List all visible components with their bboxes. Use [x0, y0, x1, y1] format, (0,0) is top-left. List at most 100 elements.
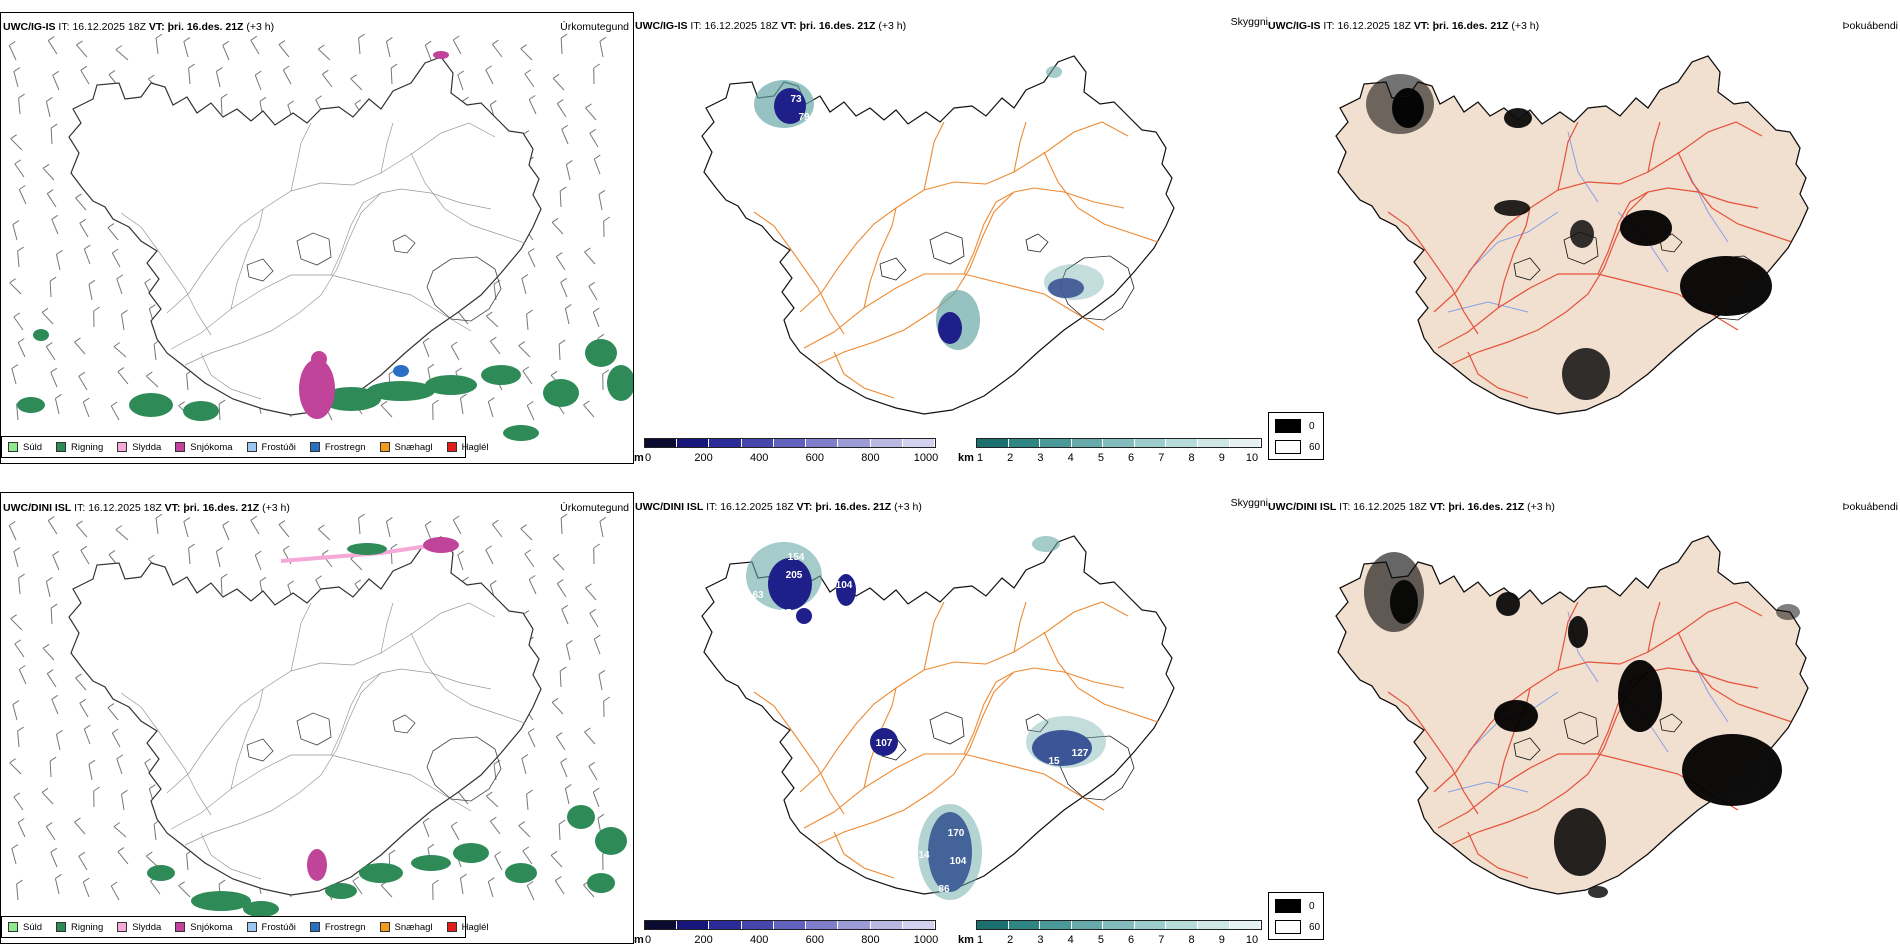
wind-barb-flag: [560, 33, 568, 39]
wind-barb-flag: [14, 639, 22, 645]
wind-barb: [111, 252, 121, 268]
wind-barb-flag: [178, 401, 185, 407]
field-blob: [774, 88, 806, 124]
wind-barb-flag: [560, 513, 568, 519]
colorbar-bin: [645, 439, 678, 447]
wind-barb: [10, 138, 23, 151]
colorbar-bin: [902, 921, 935, 929]
legend-swatch: [246, 442, 257, 452]
wind-barb: [188, 548, 191, 565]
wind-barb-flag: [318, 524, 325, 530]
wind-barb: [489, 340, 501, 355]
wind-barb: [145, 855, 159, 868]
wind-barb-flag: [83, 244, 91, 250]
wind-barb: [358, 518, 361, 535]
legend-label: Snjókoma: [190, 441, 233, 453]
wind-barb-flag: [146, 851, 153, 857]
wind-barb: [45, 581, 51, 598]
wind-barb-flag: [565, 303, 572, 309]
colorbar-bin: [1197, 439, 1230, 447]
rain-area: [425, 375, 477, 395]
wind-barb-flag: [559, 666, 567, 672]
wind-barb-flag: [117, 367, 125, 372]
wind-barb: [51, 699, 59, 715]
wind-barb-flag: [462, 96, 469, 102]
rain-area: [587, 873, 615, 893]
wind-barb-flag: [493, 759, 501, 765]
fog-area: [1392, 88, 1424, 128]
wind-barb-flag: [107, 703, 115, 708]
wind-barb-flag: [560, 757, 568, 763]
wind-barb-flag: [218, 399, 226, 405]
wind-barb: [9, 282, 22, 295]
road-line: [1043, 631, 1159, 723]
wind-barb: [589, 613, 599, 628]
iceland-map: [68, 56, 542, 416]
wind-barb: [526, 885, 535, 901]
wind-barb: [17, 342, 26, 358]
wind-barb: [49, 280, 52, 298]
wind-barb: [487, 401, 494, 418]
wind-barb: [551, 701, 564, 715]
cloudbase-value: 19: [810, 624, 822, 635]
wind-barb-flag: [585, 103, 592, 109]
coastline: [68, 56, 542, 416]
road-line: [410, 632, 526, 724]
wind-barb-flag: [552, 553, 560, 559]
wind-barb-flag: [526, 309, 533, 315]
visibility-name: Skyggni: [1230, 497, 1268, 509]
colorbar-bin: [977, 921, 1009, 929]
wind-barb: [46, 193, 57, 208]
wind-barb: [78, 856, 88, 871]
colorbar-tick: 7: [1158, 452, 1165, 464]
fog-panel-2: UWC/DINI ISL IT: 16.12.2025 18Z VT: þri.…: [1268, 492, 1900, 944]
wind-barb-flag: [585, 583, 592, 589]
colorbar-bin: [773, 439, 807, 447]
wind-barb: [88, 284, 93, 301]
wind-barb: [47, 520, 58, 535]
cloudbase-value: 104: [950, 856, 967, 867]
wind-barb: [79, 703, 89, 718]
colorbar-tick: 9: [1218, 452, 1225, 464]
road-line: [803, 273, 1105, 349]
wind-barb: [80, 550, 90, 565]
wind-barb: [491, 43, 503, 58]
wind-barb-flag: [121, 309, 128, 315]
colorbar-tick: 0: [644, 452, 652, 464]
wind-barb-flag: [82, 397, 90, 403]
legend-item: Rigning: [56, 442, 103, 453]
wind-barb-flag: [551, 697, 559, 703]
wind-barb-flag: [555, 876, 562, 881]
wind-barb: [215, 551, 221, 568]
wind-barb-flag: [78, 851, 86, 857]
wind-barb-flag: [593, 634, 601, 640]
wind-barb-flag: [149, 784, 156, 790]
wind-barb-flag: [259, 576, 267, 582]
wind-barb-flag: [149, 304, 156, 310]
wind-barb-flag: [592, 787, 600, 793]
wind-barb-flag: [552, 73, 560, 79]
field-blob: [796, 608, 812, 624]
wind-barb: [83, 728, 91, 745]
wind-barb-flag: [557, 579, 564, 584]
wind-barb-flag: [427, 843, 435, 849]
colorbar-tick: 6: [1128, 934, 1135, 944]
wind-barb: [121, 794, 125, 811]
wind-barb: [220, 97, 223, 115]
wind-barb-flag: [117, 847, 125, 852]
wind-barb-flag: [490, 336, 497, 342]
glacier-outline: [1513, 257, 1541, 281]
wind-barb: [380, 404, 393, 418]
fog-area: [1496, 592, 1520, 616]
wind-barb-flag: [528, 575, 536, 580]
wind-barb-flag: [432, 399, 439, 405]
wind-barb-flag: [282, 545, 290, 551]
road-line: [290, 122, 312, 192]
colorbar-unit: m: [634, 934, 644, 944]
wind-barb-flag: [52, 550, 60, 556]
wind-barb: [352, 880, 363, 895]
rain-area: [543, 379, 579, 407]
legend-label: Súld: [23, 441, 43, 453]
wind-barb: [282, 69, 292, 85]
legend-swatch: [446, 442, 457, 452]
